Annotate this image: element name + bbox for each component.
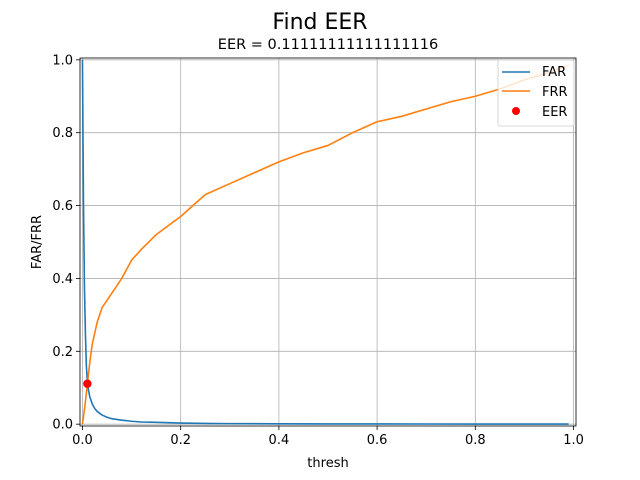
point-eer-marker: [83, 379, 92, 388]
y-tick-label: 0.6: [52, 199, 73, 214]
x-tick-label: 1.0: [563, 433, 584, 448]
legend-far-label: FAR: [542, 65, 566, 80]
series-far-line: [81, 59, 569, 425]
chart-suptitle: Find EER: [272, 10, 367, 35]
x-tick-label: 0.0: [72, 433, 93, 448]
legend-eer-swatch: [512, 107, 520, 115]
x-tick-label: 0.8: [465, 433, 486, 448]
legend-eer-label: EER: [542, 105, 567, 120]
chart-title: EER = 0.11111111111111116: [218, 37, 438, 53]
y-tick-label: 0.4: [52, 272, 73, 287]
y-tick-label: 0.8: [52, 126, 73, 141]
x-tick-label: 0.6: [367, 433, 388, 448]
plot-frame: [79, 57, 577, 427]
series-layer: [81, 59, 569, 425]
x-tick-label: 0.2: [170, 433, 191, 448]
legend-frr-label: FRR: [542, 85, 568, 100]
ticks: 0.0 0.2 0.4 0.6 0.8 1.0 0.0 0.2 0.4 0.6 0.8 1.0: [52, 53, 584, 448]
x-axis-label: thresh: [307, 456, 348, 471]
y-tick-label: 0.2: [52, 345, 73, 360]
y-axis-label: FAR/FRR: [30, 215, 45, 269]
legend: FAR FRR EER: [497, 59, 575, 127]
series-frr-line: [81, 64, 569, 425]
y-tick-label: 0.0: [52, 418, 73, 433]
x-tick-label: 0.4: [269, 433, 290, 448]
y-tick-label: 1.0: [52, 53, 73, 68]
